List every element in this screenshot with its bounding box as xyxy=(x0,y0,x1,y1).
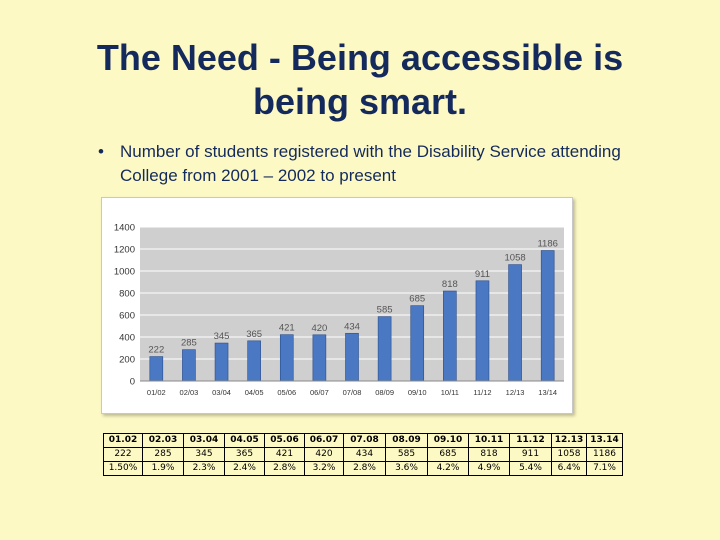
y-tick-label: 1200 xyxy=(114,245,135,256)
bar-value-label: 345 xyxy=(214,331,230,342)
table-cell-count: 345 xyxy=(183,447,225,462)
bar-value-label: 585 xyxy=(377,305,393,316)
table-row-counts: 222 285 345 365 421 420 434 585 685 818 911 1058 118… xyxy=(103,447,623,462)
table-cell-percent: 4.2% xyxy=(427,461,469,476)
table-cell-count: 285 xyxy=(142,447,184,462)
table-cell-count: 222 xyxy=(103,447,143,462)
bar xyxy=(410,305,425,382)
table-cell-year: 05.06 xyxy=(264,433,305,448)
table-cell-count: 365 xyxy=(224,447,265,462)
bar xyxy=(279,334,294,382)
table-cell-count: 421 xyxy=(264,447,305,462)
bar xyxy=(508,264,522,382)
table-cell-count: 585 xyxy=(385,447,428,462)
bar xyxy=(377,316,392,382)
x-tick-label: 12/13 xyxy=(506,388,525,397)
chart-container: 0 200 400 600 800 1000 1200 1400 222 01/02 285 02/0… xyxy=(101,197,573,414)
table-cell-count: 1058 xyxy=(551,447,587,462)
table-cell-percent: 2.3% xyxy=(183,461,225,476)
table-cell-year: 10.11 xyxy=(468,433,510,448)
table-cell-percent: 2.8% xyxy=(343,461,386,476)
bar-value-label: 685 xyxy=(409,294,425,305)
table-cell-percent: 4.9% xyxy=(468,461,510,476)
slide-title: The Need - Being accessible is being sma… xyxy=(40,36,680,124)
bar xyxy=(182,349,196,382)
y-tick-label: 400 xyxy=(119,333,135,344)
table-cell-year: 06.07 xyxy=(304,433,344,448)
bar-value-label: 365 xyxy=(246,329,262,340)
y-tick-label: 1000 xyxy=(114,267,135,278)
table-cell-count: 420 xyxy=(304,447,344,462)
table-cell-percent: 2.4% xyxy=(224,461,265,476)
table-cell-year: 04.05 xyxy=(224,433,265,448)
table-cell-percent: 1.50% xyxy=(103,461,143,476)
table-cell-year: 13.14 xyxy=(586,433,623,448)
table-cell-year: 07.08 xyxy=(343,433,386,448)
data-table: 01.02 02.03 03.04 04.05 05.06 06.07 07.08 08.09… xyxy=(103,433,623,476)
table-cell-year: 11.12 xyxy=(509,433,552,448)
table-cell-count: 818 xyxy=(468,447,510,462)
x-tick-label: 13/14 xyxy=(538,388,557,397)
table-cell-count: 911 xyxy=(509,447,552,462)
table-cell-year: 03.04 xyxy=(183,433,225,448)
bar-chart: 0 200 400 600 800 1000 1200 1400 222 01/02 285 02/0… xyxy=(114,223,564,397)
table-cell-percent: 6.4% xyxy=(551,461,587,476)
table-cell-count: 1186 xyxy=(586,447,623,462)
x-tick-label: 07/08 xyxy=(343,388,362,397)
bar-value-label: 421 xyxy=(279,323,295,334)
x-tick-label: 11/12 xyxy=(473,388,491,397)
table-cell-year: 12.13 xyxy=(551,433,587,448)
y-tick-label: 0 xyxy=(130,377,135,388)
bar-value-label: 818 xyxy=(442,279,458,290)
bar xyxy=(540,250,555,382)
bar xyxy=(475,280,490,382)
table-cell-percent: 3.2% xyxy=(304,461,344,476)
table-cell-percent: 7.1% xyxy=(586,461,623,476)
y-tick-label: 1400 xyxy=(114,223,135,234)
table-cell-year: 09.10 xyxy=(427,433,469,448)
y-tick-label: 800 xyxy=(119,289,135,300)
x-tick-label: 02/03 xyxy=(180,388,199,397)
bullet-marker: • xyxy=(98,142,104,161)
bullet-point: • Number of students registered with the… xyxy=(98,140,658,188)
x-tick-label: 01/02 xyxy=(147,388,166,397)
bar xyxy=(345,332,359,382)
bar-value-label: 911 xyxy=(475,269,490,280)
bullet-text: Number of students registered with the D… xyxy=(120,142,621,185)
title-line-1: The Need - Being accessible is xyxy=(96,37,624,78)
title-line-2: being smart. xyxy=(252,81,468,122)
bar-value-label: 1058 xyxy=(505,253,526,264)
table-cell-year: 02.03 xyxy=(142,433,184,448)
table-cell-percent: 2.8% xyxy=(264,461,305,476)
table-cell-year: 08.09 xyxy=(385,433,428,448)
x-tick-label: 03/04 xyxy=(212,388,231,397)
bar-value-label: 1186 xyxy=(537,239,557,250)
x-tick-label: 08/09 xyxy=(375,388,394,397)
bar xyxy=(149,356,164,382)
table-cell-percent: 3.6% xyxy=(385,461,428,476)
bar-value-label: 434 xyxy=(344,321,360,332)
table-cell-count: 434 xyxy=(343,447,386,462)
bar xyxy=(247,340,261,382)
y-tick-label: 200 xyxy=(119,355,135,366)
table-cell-percent: 5.4% xyxy=(509,461,552,476)
bar xyxy=(443,290,457,382)
table-row-percents: 1.50% 1.9% 2.3% 2.4% 2.8% 3.2% 2.8% 3.6% 4.2% 4.9… xyxy=(103,461,623,476)
bar-value-label: 420 xyxy=(311,323,327,334)
table-cell-count: 685 xyxy=(427,447,469,462)
x-tick-label: 10/11 xyxy=(441,388,459,397)
bar xyxy=(312,334,327,382)
y-tick-label: 600 xyxy=(119,311,135,322)
table-cell-percent: 1.9% xyxy=(142,461,184,476)
table-cell-year: 01.02 xyxy=(103,433,143,448)
x-tick-label: 06/07 xyxy=(310,388,329,397)
bar-value-label: 222 xyxy=(148,345,164,356)
x-tick-label: 04/05 xyxy=(245,388,264,397)
x-tick-label: 05/06 xyxy=(277,388,296,397)
bar xyxy=(214,342,229,382)
x-tick-label: 09/10 xyxy=(408,388,427,397)
bar-value-label: 285 xyxy=(181,338,197,349)
table-row-years: 01.02 02.03 03.04 04.05 05.06 06.07 07.08 08.09… xyxy=(103,433,623,448)
